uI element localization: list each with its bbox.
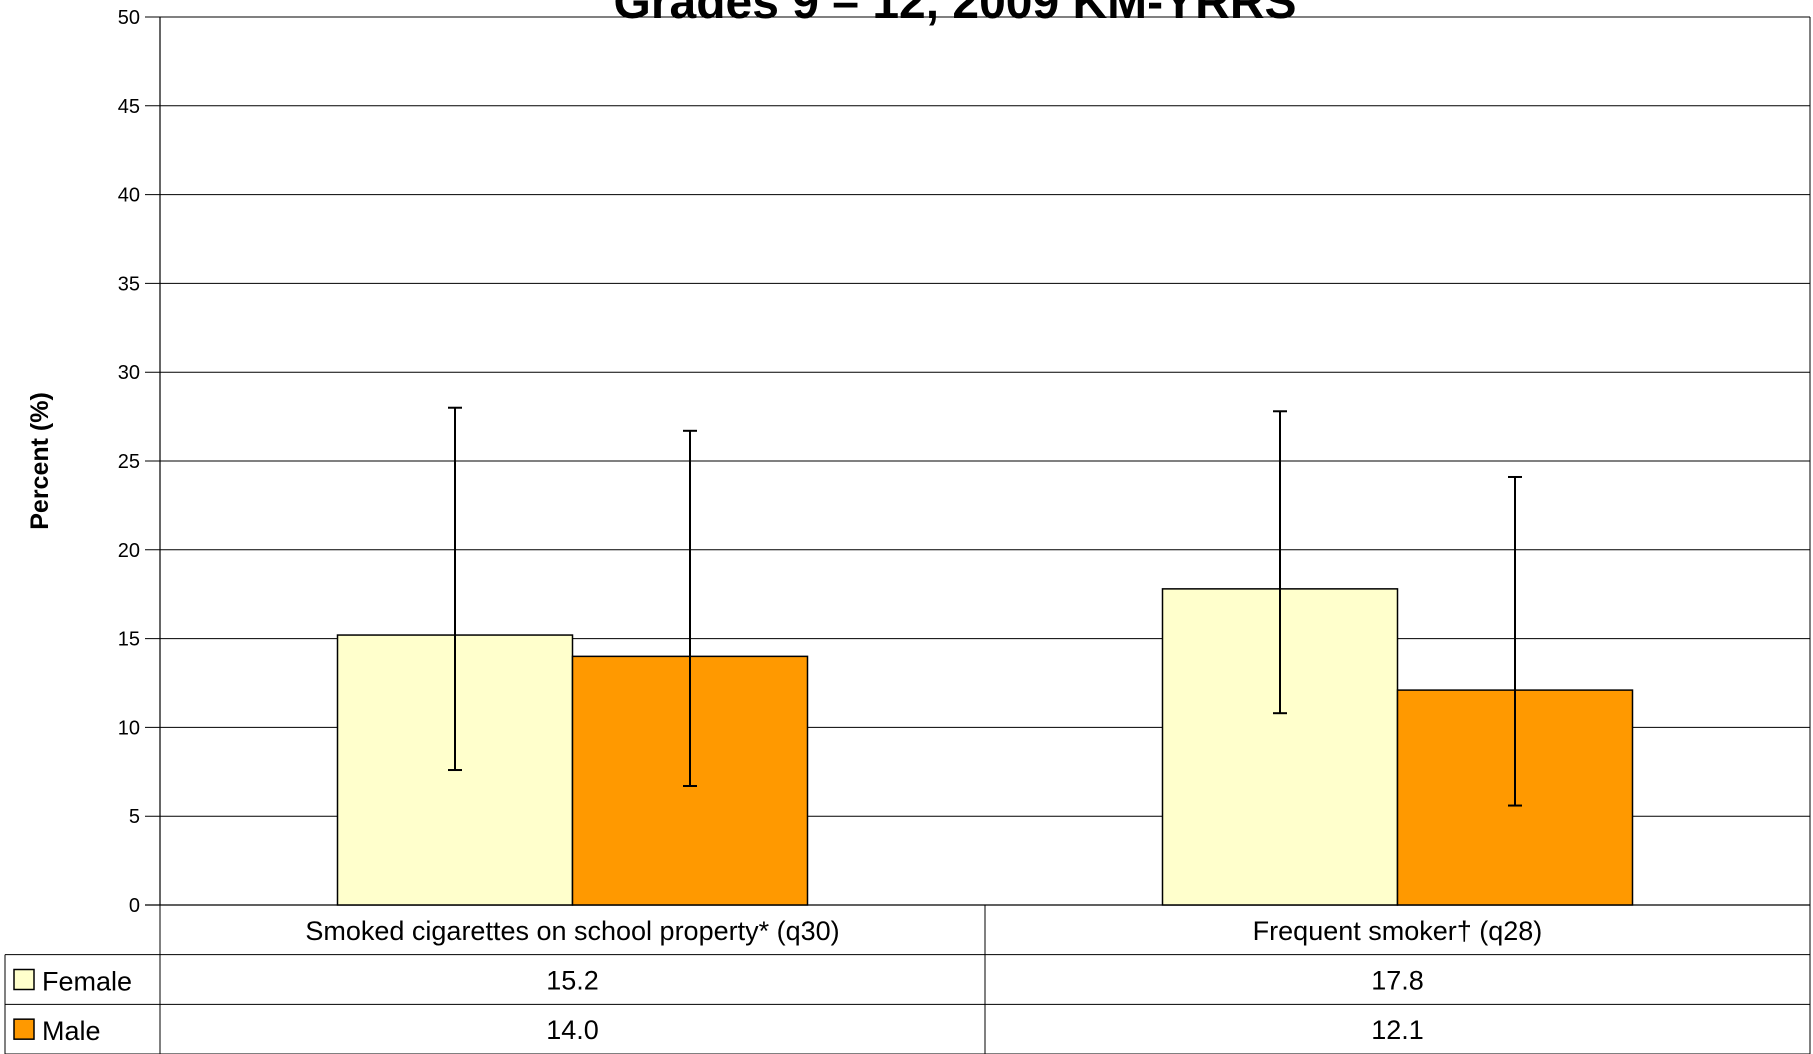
chart-title: Grades 9 – 12, 2009 KM-YRRS <box>614 0 1297 29</box>
y-tick-label: 50 <box>118 7 140 29</box>
y-tick-label: 25 <box>118 451 140 473</box>
y-tick-label: 5 <box>129 806 140 828</box>
legend-swatch-male <box>13 1018 35 1040</box>
legend-label-female: Female <box>42 967 132 997</box>
y-tick-label: 20 <box>118 540 140 562</box>
data-label: 12.1 <box>1371 1015 1424 1045</box>
data-label: 17.8 <box>1371 966 1424 996</box>
legend-label-male: Male <box>42 1016 101 1046</box>
y-tick-label: 10 <box>118 717 140 739</box>
y-tick-label: 40 <box>118 185 140 207</box>
y-axis-label: Percent (%) <box>26 392 54 530</box>
y-tick-label: 0 <box>129 895 140 917</box>
legend-swatch-female <box>13 968 35 991</box>
y-tick-label: 45 <box>118 96 140 118</box>
data-label: 14.0 <box>546 1015 599 1045</box>
x-tick-label: Frequent smoker† (q28) <box>1253 916 1543 946</box>
y-tick-label: 35 <box>118 273 140 295</box>
y-tick-label: 30 <box>118 362 140 384</box>
y-tick-label: 15 <box>118 629 140 651</box>
data-label: 15.2 <box>546 966 599 996</box>
x-tick-label: Smoked cigarettes on school property* (q… <box>305 916 839 946</box>
